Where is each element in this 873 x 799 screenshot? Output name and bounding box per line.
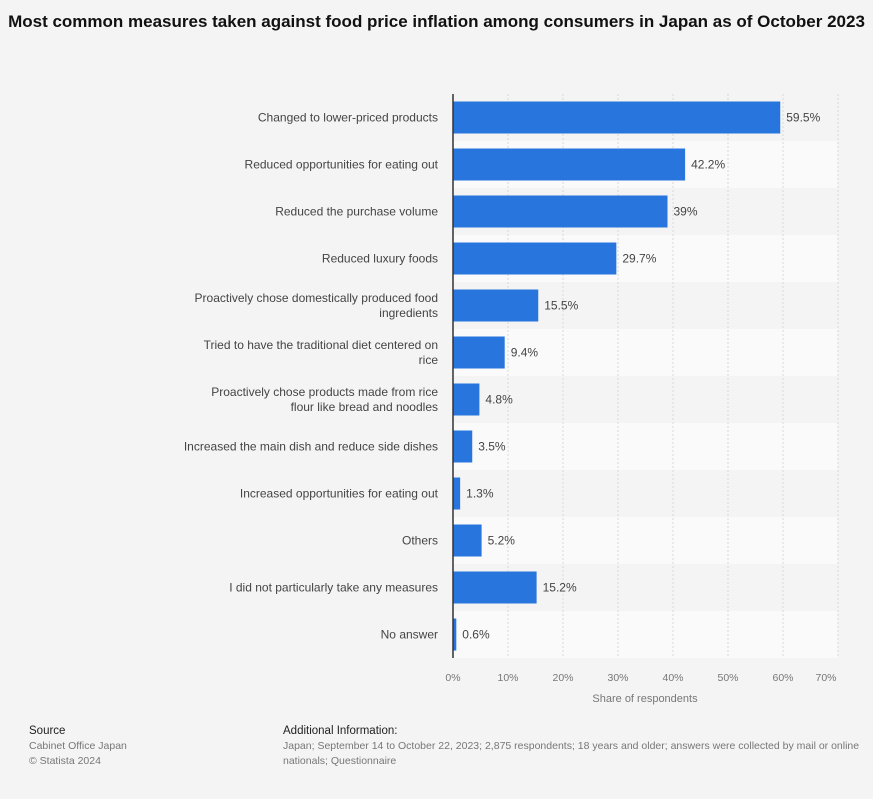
additional-info: Additional Information: Japan; September… (283, 724, 859, 769)
x-tick-label: 60% (772, 672, 793, 684)
bar (453, 430, 473, 463)
category-label: Increased opportunities for eating out (240, 487, 439, 501)
category-label: flour like bread and noodles (291, 400, 438, 414)
data-label: 3.5% (478, 440, 506, 454)
x-tick-label: 20% (552, 672, 573, 684)
category-label: Others (402, 534, 438, 548)
bar (453, 242, 617, 275)
data-label: 5.2% (488, 534, 516, 548)
bar (453, 618, 457, 651)
x-tick-label: 50% (717, 672, 738, 684)
category-label: Proactively chose products made from ric… (211, 385, 438, 399)
data-label: 9.4% (511, 346, 539, 360)
row-band (453, 423, 838, 470)
x-tick-label: 40% (662, 672, 683, 684)
data-label: 15.2% (543, 581, 577, 595)
bar (453, 571, 537, 604)
x-tick-label: 30% (607, 672, 628, 684)
info-line-1: Japan; September 14 to October 22, 2023;… (283, 740, 860, 752)
bar (453, 336, 505, 369)
bar (453, 383, 480, 416)
bar (453, 101, 781, 134)
category-label: Reduced luxury foods (322, 252, 438, 266)
bar (453, 524, 482, 557)
bar-chart: 0% 10% 20% 30% 40% 50% 60% 70% Share of responde… (184, 94, 839, 705)
row-band (453, 517, 838, 564)
category-label: I did not particularly take any measures (229, 581, 438, 595)
x-axis-label: Share of respondents (592, 693, 698, 705)
data-label: 4.8% (485, 393, 513, 407)
source-heading: Source (29, 725, 66, 737)
info-heading: Additional Information: (283, 725, 398, 737)
source-block: Source Cabinet Office Japan © Statista 2… (29, 724, 127, 769)
category-label: rice (419, 353, 439, 367)
data-label: 29.7% (622, 252, 656, 266)
info-line-2: nationals; Questionnaire (283, 755, 397, 767)
category-label: Changed to lower-priced products (258, 111, 438, 125)
chart-title: Most common measures taken against food … (8, 12, 865, 31)
data-label: 15.5% (544, 299, 578, 313)
data-label: 1.3% (466, 487, 494, 501)
bar (453, 148, 686, 181)
x-tick-label: 0% (445, 672, 460, 684)
row-band (453, 611, 838, 658)
x-tick-label: 10% (497, 672, 518, 684)
category-label: Reduced the purchase volume (275, 205, 438, 219)
category-label: Tried to have the traditional diet cente… (204, 338, 438, 352)
category-label: ingredients (379, 306, 438, 320)
category-label: Reduced opportunities for eating out (245, 158, 439, 172)
category-label: No answer (381, 628, 438, 642)
bar (453, 289, 539, 322)
data-label: 39% (674, 205, 698, 219)
bar (453, 477, 461, 510)
category-label: Proactively chose domestically produced … (195, 291, 438, 305)
copyright: © Statista 2024 (29, 755, 101, 767)
x-tick-label: 70% (815, 672, 836, 684)
data-label: 59.5% (786, 111, 820, 125)
data-label: 42.2% (691, 158, 725, 172)
category-label: Increased the main dish and reduce side … (184, 440, 438, 454)
data-label: 0.6% (462, 628, 490, 642)
bar (453, 195, 668, 228)
row-band (453, 329, 838, 376)
source-text[interactable]: Cabinet Office Japan (29, 740, 127, 752)
